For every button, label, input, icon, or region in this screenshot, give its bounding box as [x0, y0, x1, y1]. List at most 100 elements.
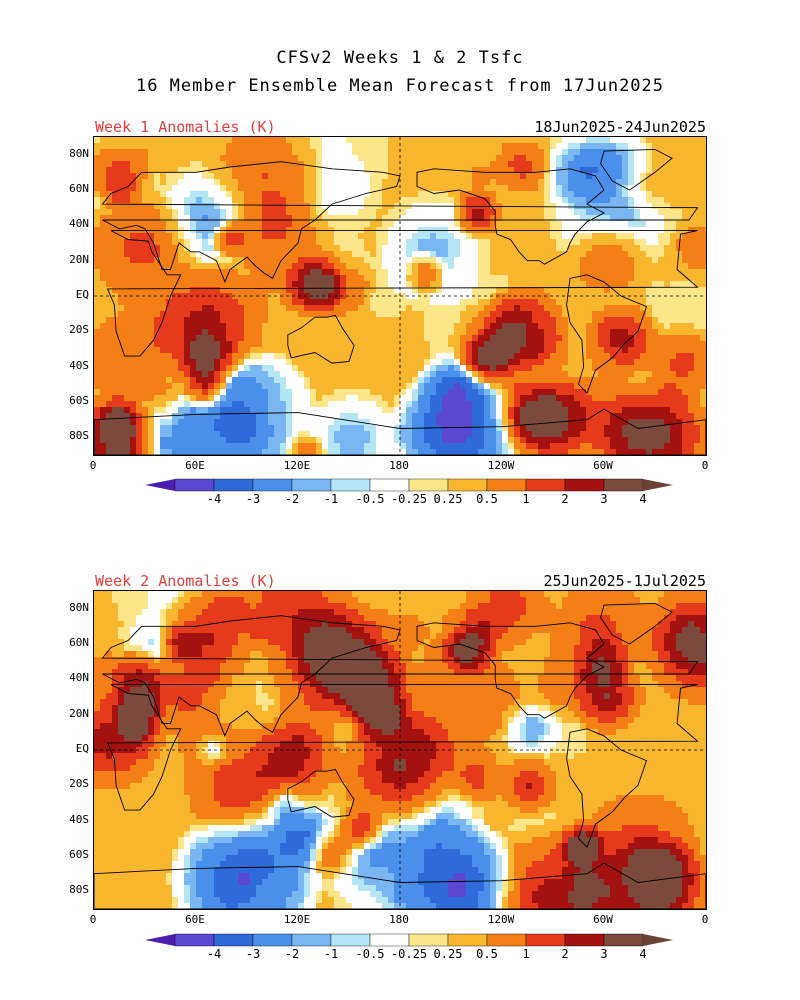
anomaly-field: [94, 591, 706, 909]
lat-tick: EQ: [75, 288, 89, 301]
colorbar-swatch: [213, 478, 254, 492]
lon-tick: 60W: [593, 459, 613, 472]
lat-tick: 60N: [69, 182, 89, 195]
lat-tick: 80N: [69, 600, 89, 614]
lat-tick: 20S: [69, 323, 89, 337]
colorbar-swatch: [369, 933, 410, 947]
lat-tick: 40S: [69, 812, 89, 826]
colorbar-label: -3: [245, 492, 261, 506]
lon-tick: 0: [89, 459, 97, 472]
colorbar-label: -0.5: [355, 492, 385, 506]
lat-tick: 60S: [69, 848, 89, 861]
lon-tick: 120E: [283, 913, 311, 926]
colorbar-swatch: [564, 933, 605, 947]
panel-1-label: Week 1 Anomalies (K): [95, 118, 276, 136]
lat-tick: 20N: [69, 706, 89, 720]
colorbar-swatch: [213, 933, 254, 947]
lon-tick: 60W: [593, 913, 613, 926]
lon-tick: 120W: [487, 913, 515, 926]
colorbar-swatch: [408, 478, 449, 492]
colorbar-label: 2: [561, 492, 569, 506]
map-panel-2: [93, 590, 707, 910]
lat-tick: 80S: [69, 429, 89, 443]
lat-tick: EQ: [75, 742, 89, 755]
colorbar-label: -0.25: [390, 492, 428, 506]
colorbar-label: 3: [600, 492, 608, 506]
colorbar-2: -4 -3 -2 -1 -0.5 -0.25 0.25 0.5 1 2 3 4: [145, 931, 673, 961]
colorbar-label: 0.5: [476, 947, 498, 961]
lon-tick: 180: [389, 913, 409, 926]
colorbar-swatch: [291, 478, 332, 492]
colorbar-1: -4 -3 -2 -1 -0.5 -0.25 0.25 0.5 1 2 3 4: [145, 476, 673, 506]
colorbar-label: -2: [284, 492, 300, 506]
colorbar-swatch: [408, 933, 449, 947]
colorbar-label: 4: [639, 492, 647, 506]
colorbar-swatch: [174, 478, 215, 492]
lon-tick: 60E: [185, 913, 205, 926]
colorbar-arrow-right: [643, 934, 673, 946]
colorbar-arrow-right: [643, 479, 673, 491]
panel-1-dates: 18Jun2025-24Jun2025: [534, 118, 706, 136]
lon-tick: 120E: [283, 459, 311, 472]
lon-tick: 0: [701, 459, 709, 472]
lat-tick: 40S: [69, 358, 89, 372]
lat-tick: 80N: [69, 146, 89, 160]
colorbar-swatch: [330, 933, 371, 947]
lon-tick: 120W: [487, 459, 515, 472]
colorbar-label: 4: [639, 947, 647, 961]
title-line-1: CFSv2 Weeks 1 & 2 Tsfc: [276, 48, 524, 68]
colorbar-label: 0.5: [476, 492, 498, 506]
colorbar-swatch: [291, 933, 332, 947]
lon-tick: 180: [389, 459, 409, 472]
lat-tick: 40N: [69, 671, 89, 685]
colorbar-swatch: [252, 933, 293, 947]
lat-tick: 40N: [69, 217, 89, 231]
colorbar-label: 0.25: [433, 947, 463, 961]
colorbar-swatch: [447, 478, 488, 492]
colorbar-swatch: [525, 478, 566, 492]
colorbar-label: 1: [522, 492, 530, 506]
colorbar-swatch: [447, 933, 488, 947]
colorbar-label: 0.25: [433, 492, 463, 506]
colorbar-svg: [145, 933, 673, 947]
colorbar-label: -0.5: [355, 947, 385, 961]
colorbar-arrow-left: [145, 934, 175, 946]
colorbar-label: 3: [600, 947, 608, 961]
panel-2-label: Week 2 Anomalies (K): [95, 572, 276, 590]
colorbar-swatch: [564, 478, 605, 492]
colorbar-label: -4: [206, 492, 222, 506]
lat-tick: 80S: [69, 883, 89, 897]
anomaly-field: [94, 137, 706, 455]
lat-tick: 20N: [69, 252, 89, 266]
lat-tick: 60S: [69, 394, 89, 407]
colorbar-label: -0.25: [390, 947, 428, 961]
colorbar-label: 1: [522, 947, 530, 961]
colorbar-swatch: [603, 933, 644, 947]
colorbar-swatch: [369, 478, 410, 492]
colorbar-label: -1: [323, 947, 339, 961]
colorbar-label: -3: [245, 947, 261, 961]
colorbar-swatch: [486, 478, 527, 492]
lon-tick: 60E: [185, 459, 205, 472]
map-panel-1: [93, 136, 707, 456]
colorbar-swatch: [486, 933, 527, 947]
colorbar-swatch: [252, 478, 293, 492]
coastlines: [94, 602, 706, 909]
colorbar-swatch: [525, 933, 566, 947]
colorbar-arrow-left: [145, 479, 175, 491]
colorbar-label: -2: [284, 947, 300, 961]
coastlines: [94, 148, 706, 455]
colorbar-label: -4: [206, 947, 222, 961]
colorbar-swatch: [603, 478, 644, 492]
colorbar-swatch: [330, 478, 371, 492]
lat-tick: 60N: [69, 636, 89, 649]
colorbar-label: -1: [323, 492, 339, 506]
lat-tick: 20S: [69, 777, 89, 791]
panel-2-dates: 25Jun2025-1Jul2025: [543, 572, 706, 590]
colorbar-swatch: [174, 933, 215, 947]
colorbar-label: 2: [561, 947, 569, 961]
colorbar-svg: [145, 478, 673, 492]
title-line-2: 16 Member Ensemble Mean Forecast from 17…: [135, 76, 665, 96]
lon-tick: 0: [701, 913, 709, 926]
lon-tick: 0: [89, 913, 97, 926]
